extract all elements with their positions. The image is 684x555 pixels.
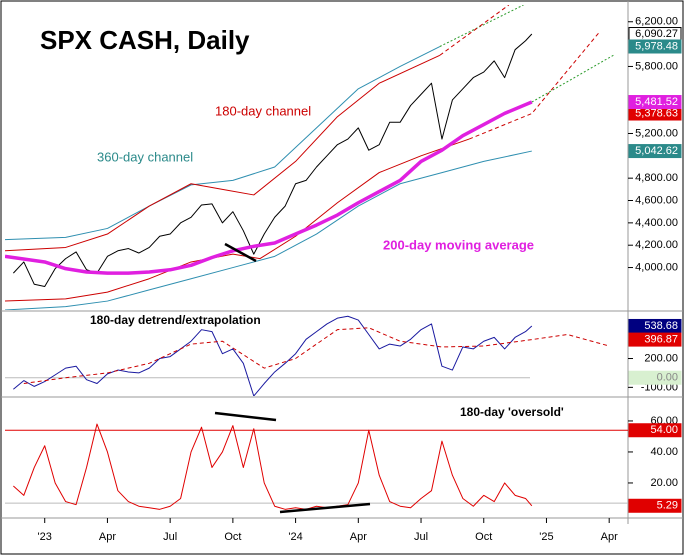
x-tick-label: '24 [288, 531, 302, 543]
x-tick-label: Jul [414, 531, 428, 543]
value-label: 5,481.52 [635, 96, 678, 108]
value-label-box [628, 144, 682, 159]
panel [5, 5, 614, 310]
reference-label: 54.00 [650, 424, 678, 436]
chart-title: SPX CASH, Daily [40, 25, 250, 55]
y-tick-label: 4,800.00 [635, 172, 678, 184]
trend-line [224, 242, 257, 263]
annotation: 180-day detrend/extrapolation [90, 313, 261, 327]
value-label: 5,978.48 [635, 40, 678, 52]
series-line [12, 33, 533, 288]
annotation: 180-day 'oversold' [460, 405, 564, 419]
value-label: 5,042.62 [635, 145, 678, 157]
series-line [5, 150, 532, 310]
y-tick-label: 6,200.00 [635, 16, 678, 28]
reference-label: 0.00 [657, 372, 678, 384]
value-label: 6,090.27 [635, 28, 678, 40]
reference-label-box [628, 370, 682, 385]
x-tick-label: Oct [475, 531, 492, 543]
series-line [439, 5, 524, 47]
x-tick-label: Oct [224, 531, 241, 543]
series-line [439, 5, 510, 56]
value-label: 5,378.63 [635, 107, 678, 119]
x-tick-label: '23 [38, 531, 52, 543]
y-tick-label: 4,400.00 [635, 217, 678, 229]
y-tick-label: 40.00 [650, 446, 678, 458]
panel [5, 315, 610, 396]
value-label-box [628, 95, 682, 110]
x-tick-label: Apr [99, 531, 116, 543]
annotation: 360-day channel [97, 149, 193, 164]
x-tick-label: Jul [163, 531, 177, 543]
reference-label-box [628, 423, 682, 438]
value-label: 396.87 [644, 334, 678, 346]
series-line [13, 423, 533, 510]
y-tick-label: 200.00 [644, 352, 678, 364]
y-tick-label: 4,600.00 [635, 194, 678, 206]
x-tick-label: '25 [539, 531, 553, 543]
series-line [5, 100, 533, 275]
x-tick-label: Apr [601, 531, 618, 543]
series-line [468, 32, 600, 140]
value-label-box [628, 39, 682, 54]
y-tick-label: 4,200.00 [635, 239, 678, 251]
plot-layer: 4,000.00 4,200.00 4,400.00 4,600.00 4,800.00… [5, 5, 682, 543]
value-label-box [628, 498, 682, 513]
value-label: 5.29 [657, 500, 678, 512]
annotation: 200-day moving average [383, 237, 534, 252]
x-tick-label: Apr [350, 531, 367, 543]
series-line [5, 46, 441, 241]
annotation: 180-day channel [215, 103, 311, 118]
series-line [23, 327, 610, 385]
value-label-box [628, 332, 682, 347]
value-label-box [628, 318, 682, 333]
y-tick-label: 4,000.00 [635, 261, 678, 273]
y-tick-label: 5,200.00 [635, 127, 678, 139]
y-tick-label: 5,800.00 [635, 60, 678, 72]
trend-line [214, 411, 277, 422]
value-label: 538.68 [644, 320, 678, 332]
trend-line [279, 502, 371, 514]
series-line [13, 315, 533, 396]
y-tick-label: 20.00 [650, 477, 678, 489]
series-line [5, 54, 441, 252]
panel [5, 423, 628, 510]
